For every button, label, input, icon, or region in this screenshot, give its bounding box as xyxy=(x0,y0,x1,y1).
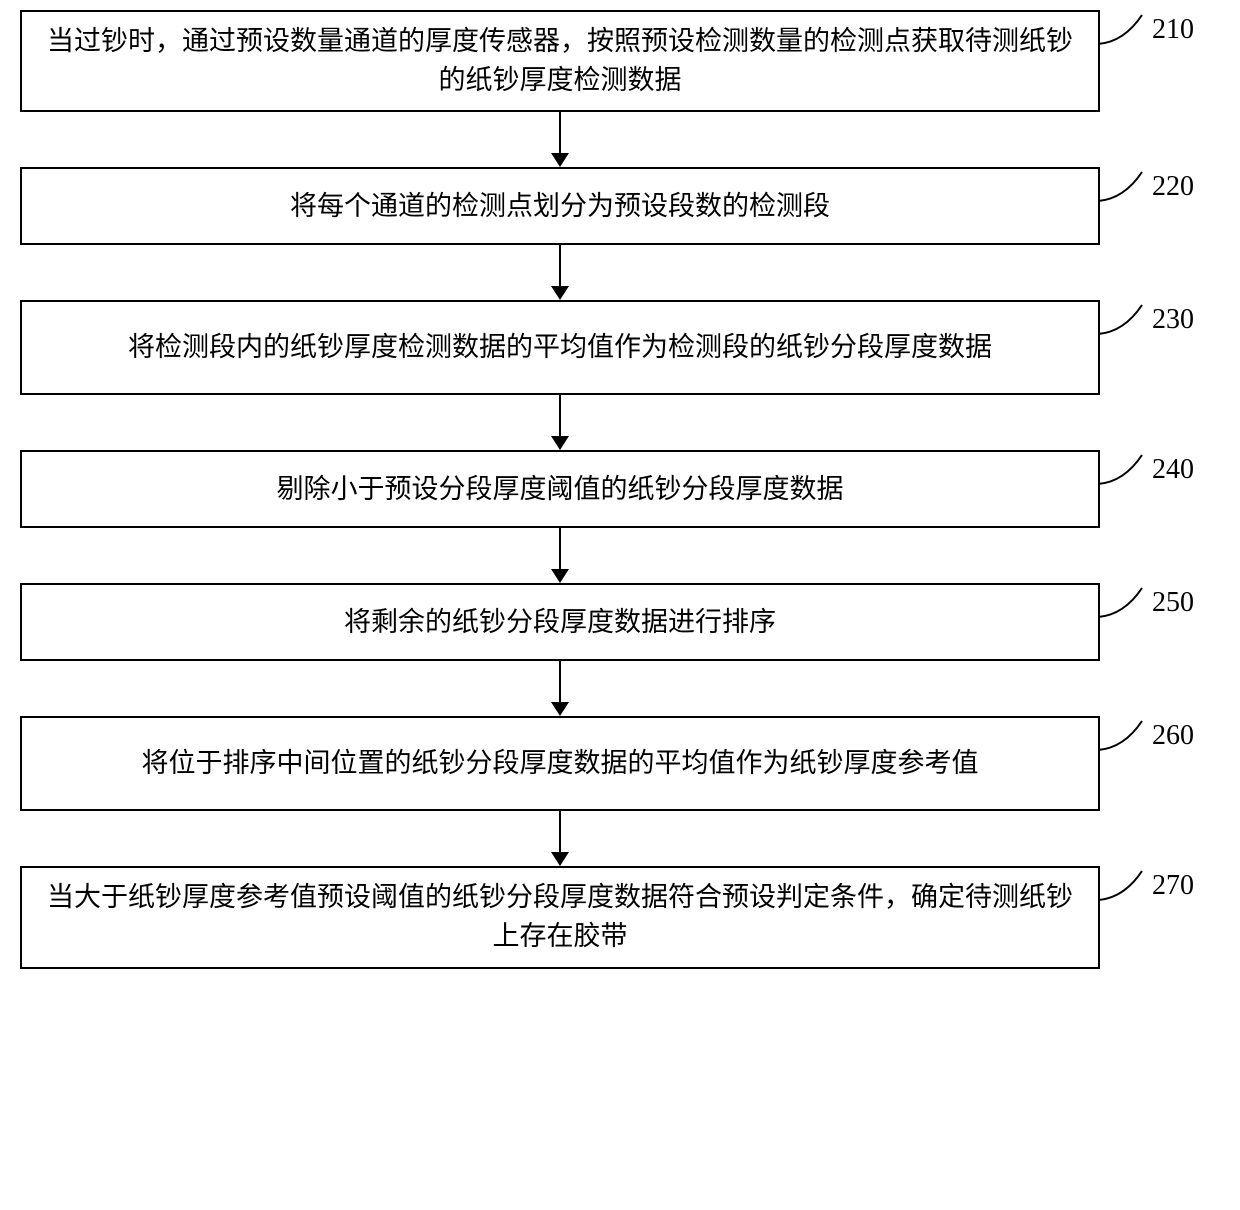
flowchart-step: 将位于排序中间位置的纸钞分段厚度数据的平均值作为纸钞厚度参考值 260 xyxy=(20,716,1220,811)
step-box-210: 当过钞时，通过预设数量通道的厚度传感器，按照预设检测数量的检测点获取待测纸钞的纸… xyxy=(20,10,1100,112)
flow-arrow xyxy=(20,112,1100,167)
flow-arrow xyxy=(20,245,1100,300)
step-box-220: 将每个通道的检测点划分为预设段数的检测段 xyxy=(20,167,1100,245)
step-box-270: 当大于纸钞厚度参考值预设阈值的纸钞分段厚度数据符合预设判定条件，确定待测纸钞上存… xyxy=(20,866,1100,968)
flowchart-step: 当大于纸钞厚度参考值预设阈值的纸钞分段厚度数据符合预设判定条件，确定待测纸钞上存… xyxy=(20,866,1220,968)
step-box-250: 将剩余的纸钞分段厚度数据进行排序 xyxy=(20,583,1100,661)
step-label-210: 210 xyxy=(1152,14,1194,46)
flowchart-step: 当过钞时，通过预设数量通道的厚度传感器，按照预设检测数量的检测点获取待测纸钞的纸… xyxy=(20,10,1220,112)
flow-arrow xyxy=(20,811,1100,866)
step-label-270: 270 xyxy=(1152,870,1194,902)
step-box-230: 将检测段内的纸钞厚度检测数据的平均值作为检测段的纸钞分段厚度数据 xyxy=(20,300,1100,395)
step-label-240: 240 xyxy=(1152,454,1194,486)
flow-arrow xyxy=(20,395,1100,450)
step-label-220: 220 xyxy=(1152,171,1194,203)
flowchart-step: 将剩余的纸钞分段厚度数据进行排序 250 xyxy=(20,583,1220,661)
step-label-230: 230 xyxy=(1152,304,1194,336)
flow-arrow xyxy=(20,528,1100,583)
step-box-240: 剔除小于预设分段厚度阈值的纸钞分段厚度数据 xyxy=(20,450,1100,528)
flowchart: 当过钞时，通过预设数量通道的厚度传感器，按照预设检测数量的检测点获取待测纸钞的纸… xyxy=(20,10,1220,969)
flowchart-step: 将每个通道的检测点划分为预设段数的检测段 220 xyxy=(20,167,1220,245)
flowchart-step: 剔除小于预设分段厚度阈值的纸钞分段厚度数据 240 xyxy=(20,450,1220,528)
flow-arrow xyxy=(20,661,1100,716)
flowchart-step: 将检测段内的纸钞厚度检测数据的平均值作为检测段的纸钞分段厚度数据 230 xyxy=(20,300,1220,395)
step-box-260: 将位于排序中间位置的纸钞分段厚度数据的平均值作为纸钞厚度参考值 xyxy=(20,716,1100,811)
step-label-260: 260 xyxy=(1152,720,1194,752)
step-label-250: 250 xyxy=(1152,587,1194,619)
